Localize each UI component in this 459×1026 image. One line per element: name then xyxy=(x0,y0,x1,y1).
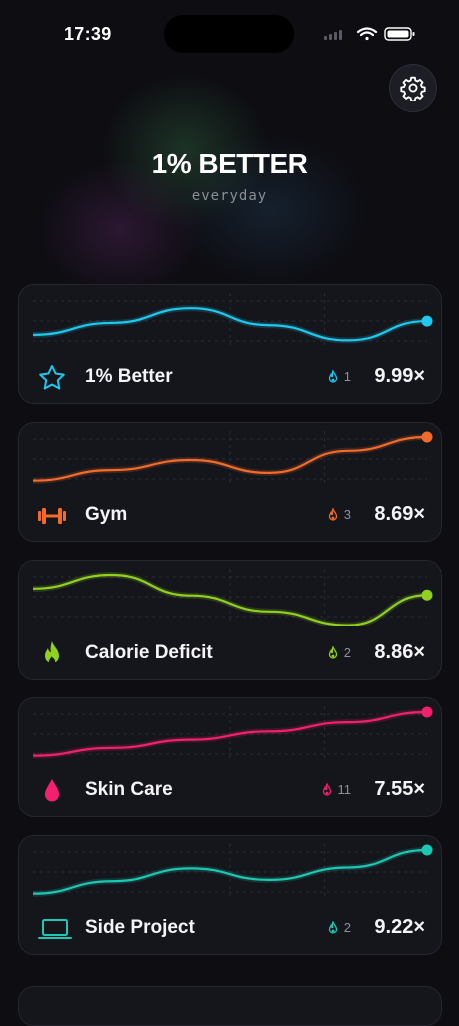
trend-endpoint xyxy=(421,315,433,327)
trend-endpoint xyxy=(421,844,433,856)
star-icon xyxy=(37,363,67,393)
trend-line xyxy=(32,848,428,895)
habit-multiplier: 9.99× xyxy=(374,365,425,387)
trend-endpoint xyxy=(421,431,433,443)
streak-badge: 1 xyxy=(327,369,351,384)
streak-badge: 2 xyxy=(327,920,351,935)
gear-icon xyxy=(400,76,426,101)
habit-card-partial[interactable] xyxy=(18,986,442,1026)
streak-badge: 2 xyxy=(327,645,351,660)
habit-name: Side Project xyxy=(85,917,195,938)
habit-multiplier: 7.55× xyxy=(374,778,425,800)
app-title: 1% BETTER xyxy=(151,148,308,179)
streak-count: 3 xyxy=(343,507,351,522)
drop-icon xyxy=(37,776,67,806)
battery-icon xyxy=(384,27,415,41)
status-time: 17:39 xyxy=(64,24,112,44)
habit-trend-chart xyxy=(32,844,433,898)
streak-count: 11 xyxy=(337,782,352,797)
habit-multiplier: 9.22× xyxy=(374,916,425,938)
streak-count: 2 xyxy=(343,920,351,935)
trend-endpoint xyxy=(421,706,433,718)
status-icons xyxy=(324,27,415,41)
cellular-signal-icon xyxy=(324,30,342,40)
trend-line xyxy=(32,710,428,757)
app-subtitle: everyday xyxy=(191,188,268,204)
streak-flame-icon xyxy=(328,645,337,659)
trend-line xyxy=(32,573,428,626)
habit-card[interactable]: 1% Better 1 9.99× xyxy=(18,284,442,404)
streak-flame-icon xyxy=(328,920,337,934)
streak-badge: 3 xyxy=(327,507,351,522)
habit-trend-chart xyxy=(32,431,433,485)
habit-trend-chart xyxy=(32,706,433,760)
streak-flame-icon xyxy=(328,507,337,521)
header: 1% BETTER everyday xyxy=(0,148,459,204)
settings-button[interactable] xyxy=(389,64,437,112)
habit-card[interactable]: Gym 3 8.69× xyxy=(18,422,442,542)
dynamic-island xyxy=(164,15,294,53)
streak-flame-icon xyxy=(322,782,331,796)
flame-icon xyxy=(37,639,67,669)
habit-card[interactable]: Side Project 2 9.22× xyxy=(18,835,442,955)
habit-trend-chart xyxy=(32,293,433,347)
trend-endpoint xyxy=(421,589,433,601)
habit-name: Calorie Deficit xyxy=(85,642,213,663)
streak-badge: 11 xyxy=(321,782,352,797)
streak-count: 2 xyxy=(343,645,351,660)
habit-name: Gym xyxy=(85,504,128,525)
habit-multiplier: 8.69× xyxy=(374,503,425,525)
wifi-icon xyxy=(356,27,378,41)
trend-line xyxy=(32,307,428,342)
habit-multiplier: 8.86× xyxy=(374,641,425,663)
streak-flame-icon xyxy=(328,369,337,383)
habit-name: Skin Care xyxy=(85,779,173,800)
laptop-icon xyxy=(37,914,72,944)
streak-count: 1 xyxy=(343,369,351,384)
trend-line xyxy=(32,435,428,482)
status-bar: 17:39 xyxy=(0,0,459,70)
dumbbell-icon xyxy=(37,501,67,531)
habit-trend-chart xyxy=(32,569,433,626)
habit-name: 1% Better xyxy=(85,366,173,387)
habit-card[interactable]: Skin Care 11 7.55× xyxy=(18,697,442,817)
habit-card[interactable]: Calorie Deficit 2 8.86× xyxy=(18,560,442,680)
